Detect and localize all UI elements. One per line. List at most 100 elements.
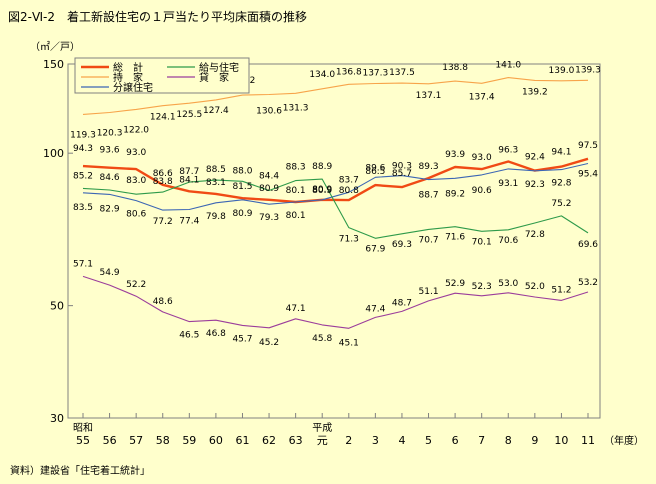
data-label: 51.2 xyxy=(551,285,571,295)
x-era-label: 平成 xyxy=(312,422,332,434)
data-label: 52.0 xyxy=(525,282,545,292)
data-label: 53.0 xyxy=(498,279,518,289)
data-label: 88.3 xyxy=(286,163,306,173)
data-label: 45.7 xyxy=(232,334,252,344)
data-label: 47.4 xyxy=(365,304,385,314)
data-label: 48.7 xyxy=(392,298,412,308)
x-tick-label: 62 xyxy=(262,434,276,447)
data-label: 119.3 xyxy=(70,130,96,140)
data-label: 53.2 xyxy=(578,278,598,288)
data-label: 83.0 xyxy=(126,176,146,186)
data-label: 57.1 xyxy=(73,259,93,269)
x-tick-label: 55 xyxy=(76,434,90,447)
x-tick-label: 60 xyxy=(209,434,223,447)
data-label: 79.8 xyxy=(206,212,226,222)
plot-area xyxy=(67,63,601,419)
data-label: 46.5 xyxy=(179,331,199,341)
data-label: 51.1 xyxy=(419,287,439,297)
x-tick-label: 4 xyxy=(398,434,405,447)
x-tick-label: 57 xyxy=(129,434,143,447)
data-label: 122.0 xyxy=(123,125,149,135)
data-label: 67.9 xyxy=(365,244,385,254)
legend-label-4: 貸 家 xyxy=(199,71,229,84)
data-label: 77.2 xyxy=(153,217,173,227)
data-label: 71.6 xyxy=(445,233,465,243)
series-line-2 xyxy=(82,162,589,211)
data-label: 69.6 xyxy=(578,240,598,250)
data-label: 54.9 xyxy=(100,268,120,278)
data-label: 83.1 xyxy=(206,178,226,188)
data-label: 137.1 xyxy=(416,91,442,101)
x-tick-label: 61 xyxy=(235,434,249,447)
data-label: 88.5 xyxy=(206,165,226,175)
data-label: 137.5 xyxy=(389,68,415,78)
data-label: 80.1 xyxy=(286,186,306,196)
series-line-3 xyxy=(82,178,589,239)
data-label: 131.3 xyxy=(283,103,309,113)
data-label: 48.6 xyxy=(153,297,173,307)
data-label: 83.5 xyxy=(73,203,93,213)
data-label: 86.5 xyxy=(365,167,385,177)
data-label: 139.0 xyxy=(549,66,575,76)
data-label: 80.8 xyxy=(339,186,359,196)
data-label: 95.4 xyxy=(578,170,598,180)
data-label: 77.4 xyxy=(179,217,199,227)
data-label: 71.3 xyxy=(339,235,359,245)
data-label: 80.9 xyxy=(312,186,332,196)
series-line-1 xyxy=(82,77,589,115)
data-label: 92.8 xyxy=(551,179,571,189)
data-label: 47.1 xyxy=(286,304,306,314)
x-tick-label: 7 xyxy=(478,434,485,447)
x-axis-label: （年度） xyxy=(604,434,644,447)
y-tick-label: 30 xyxy=(50,412,64,425)
data-label: 69.3 xyxy=(392,240,412,250)
data-label: 87.7 xyxy=(179,167,199,177)
data-label: 93.1 xyxy=(498,179,518,189)
x-era-label: 昭和 xyxy=(73,422,93,434)
data-label: 84.1 xyxy=(179,175,199,185)
x-tick-label: 63 xyxy=(289,434,303,447)
data-label: 52.3 xyxy=(472,282,492,292)
series-line-0 xyxy=(82,157,589,204)
data-label: 72.8 xyxy=(525,230,545,240)
data-label: 93.0 xyxy=(126,148,146,158)
data-label: 141.0 xyxy=(495,61,521,71)
legend-label-0: 総 計 xyxy=(113,61,143,74)
data-label: 70.7 xyxy=(419,235,439,245)
data-label: 52.9 xyxy=(445,279,465,289)
data-label: 125.5 xyxy=(176,110,202,120)
data-label: 83.8 xyxy=(153,177,173,187)
legend-label-2: 分譲住宅 xyxy=(113,81,153,94)
data-label: 139.3 xyxy=(575,65,601,75)
data-label: 94.1 xyxy=(551,148,571,158)
data-label: 80.1 xyxy=(286,211,306,221)
data-label: 88.0 xyxy=(232,166,252,176)
y-tick-label: 150 xyxy=(43,58,64,71)
data-label: 130.6 xyxy=(256,106,282,116)
data-label: 89.3 xyxy=(419,162,439,172)
data-label: 120.3 xyxy=(97,129,123,139)
x-tick-label: 2 xyxy=(345,434,352,447)
x-tick-label: 元 xyxy=(317,434,328,447)
data-label: 86.6 xyxy=(153,169,173,179)
x-tick-label: 6 xyxy=(452,434,459,447)
chart-title: 図2-Ⅵ-2 着工新設住宅の１戸当たり平均床面積の推移 xyxy=(8,10,308,24)
y-tick-label: 100 xyxy=(43,147,64,160)
legend-label-3: 給与住宅 xyxy=(199,61,239,74)
data-label: 134.0 xyxy=(309,70,335,80)
data-label: 80.9 xyxy=(259,184,279,194)
x-tick-label: 10 xyxy=(554,434,568,447)
data-label: 70.1 xyxy=(472,237,492,247)
x-tick-label: 59 xyxy=(182,434,196,447)
data-label: 89.6 xyxy=(365,163,385,173)
x-tick-label: 5 xyxy=(425,434,432,447)
data-label: 52.2 xyxy=(126,280,146,290)
data-label: 137.4 xyxy=(469,92,495,102)
data-label: 80.6 xyxy=(126,210,146,220)
data-label: 83.7 xyxy=(339,175,359,185)
data-label: 92.3 xyxy=(525,180,545,190)
data-label: 94.3 xyxy=(73,144,93,154)
data-label: 139.2 xyxy=(522,87,548,97)
data-label: 81.5 xyxy=(232,182,252,192)
